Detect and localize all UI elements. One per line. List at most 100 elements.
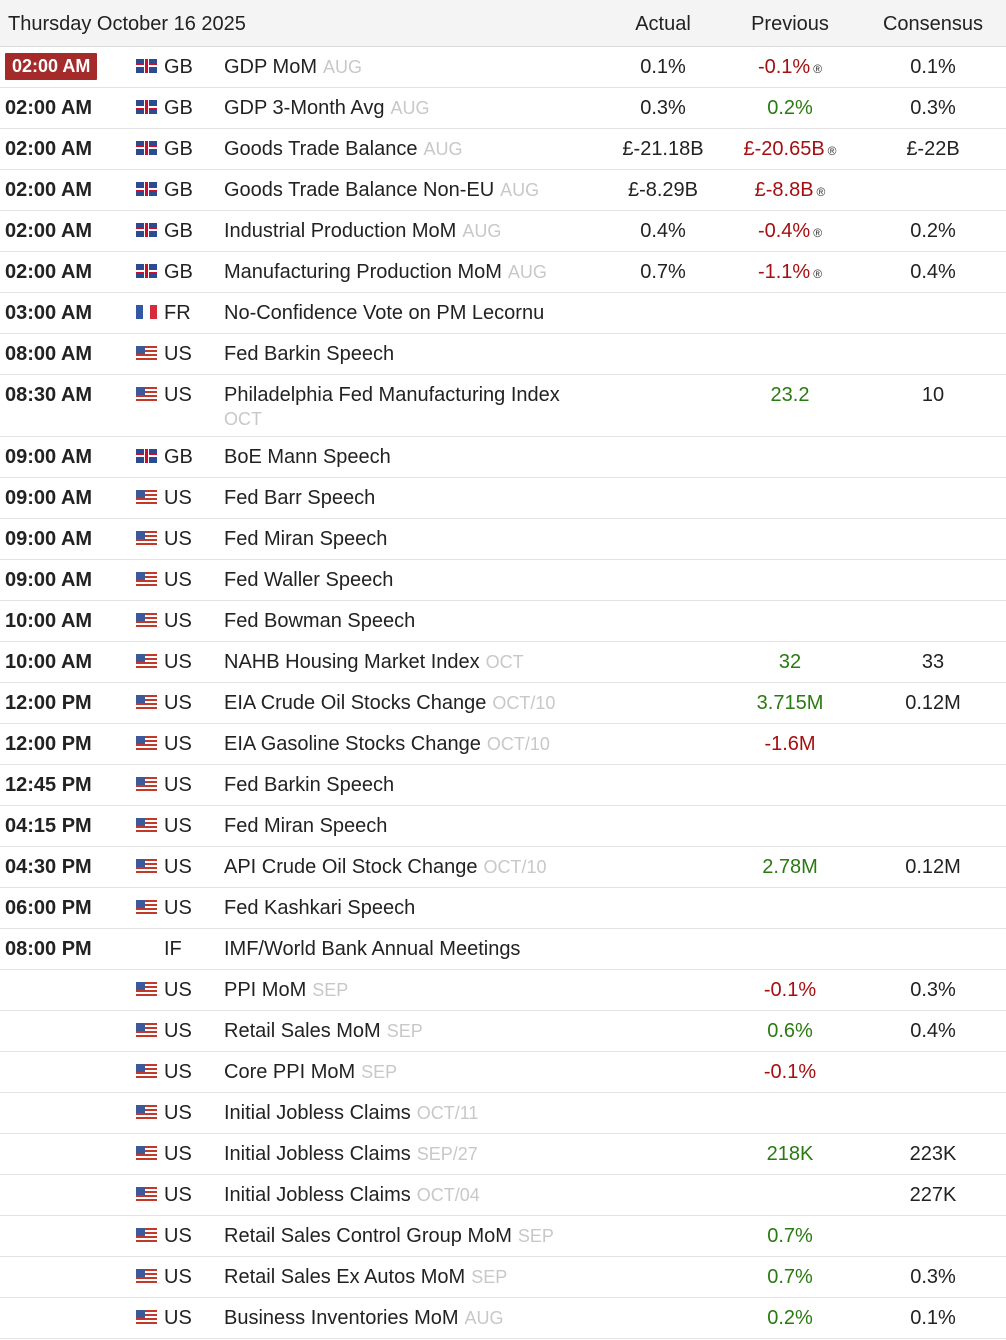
event-row[interactable]: US Initial Jobless Claims OCT/11 — [0, 1093, 1006, 1134]
previous-value: 23.2 — [770, 384, 810, 406]
event-period: AUG — [390, 98, 430, 118]
event-name-link[interactable]: Fed Miran Speech — [224, 815, 388, 837]
event-row[interactable]: 02:00 AM GB Goods Trade Balance Non-EU AUG £… — [0, 170, 1006, 211]
event-name-link[interactable]: Initial Jobless Claims — [224, 1184, 411, 1206]
flag-us-icon — [136, 1146, 157, 1160]
event-name-link[interactable]: Fed Kashkari Speech — [224, 897, 416, 919]
consensus-value: 33 — [921, 651, 945, 673]
country-code: US — [164, 1225, 192, 1247]
event-row[interactable]: US Initial Jobless Claims SEP/27 218K 223K — [0, 1134, 1006, 1175]
event-name-link[interactable]: GDP MoM — [224, 56, 317, 78]
event-row[interactable]: 02:00 AM GB Industrial Production MoM AUG 0.… — [0, 211, 1006, 252]
event-row[interactable]: 02:00 AM GB GDP MoM AUG 0.1% -0.1% ® 0.1% — [0, 47, 1006, 88]
previous-value: -1.1% — [757, 261, 811, 283]
country-code: US — [164, 569, 192, 591]
previous-value-wrap: 3.715M — [730, 692, 850, 714]
event-name-link[interactable]: GDP 3-Month Avg — [224, 97, 385, 119]
event-name-link[interactable]: Industrial Production MoM — [224, 220, 457, 242]
event-row[interactable]: 02:00 AM GB Manufacturing Production MoM AU… — [0, 252, 1006, 293]
event-row[interactable]: 04:30 PM US API Crude Oil Stock Change OCT/… — [0, 847, 1006, 888]
event-row[interactable]: 09:00 AM US Fed Miran Speech — [0, 519, 1006, 560]
event-name-link[interactable]: API Crude Oil Stock Change — [224, 856, 478, 878]
event-name-link[interactable]: Retail Sales Control Group MoM — [224, 1225, 512, 1247]
event-name-link[interactable]: PPI MoM — [224, 979, 307, 1001]
event-name-link[interactable]: Retail Sales Ex Autos MoM — [224, 1266, 466, 1288]
event-row[interactable]: US PPI MoM SEP -0.1% 0.3% — [0, 970, 1006, 1011]
event-name-link[interactable]: EIA Crude Oil Stocks Change — [224, 692, 487, 714]
event-row[interactable]: 12:45 PM US Fed Barkin Speech — [0, 765, 1006, 806]
event-row[interactable]: 12:00 PM US EIA Gasoline Stocks Change OCT/… — [0, 724, 1006, 765]
previous-value: 218K — [766, 1143, 814, 1165]
event-row[interactable]: 08:30 AM US Philadelphia Fed Manufacturing… — [0, 375, 1006, 437]
previous-value: 2.78M — [762, 856, 818, 878]
event-name-link[interactable]: Initial Jobless Claims — [224, 1143, 411, 1165]
event-name-link[interactable]: Retail Sales MoM — [224, 1020, 381, 1042]
event-name-link[interactable]: NAHB Housing Market Index — [224, 651, 480, 673]
event-name-link[interactable]: Goods Trade Balance — [224, 138, 418, 160]
event-name-link[interactable]: EIA Gasoline Stocks Change — [224, 733, 481, 755]
event-name-link[interactable]: Fed Barr Speech — [224, 487, 376, 509]
event-row[interactable]: 02:00 AM GB Goods Trade Balance AUG £-21.18B… — [0, 129, 1006, 170]
event-row[interactable]: 09:00 AM US Fed Waller Speech — [0, 560, 1006, 601]
actual-value: 0.7% — [640, 261, 686, 283]
event-time: 02:00 AM — [5, 179, 93, 201]
consensus-column-header[interactable]: Consensus — [882, 13, 984, 35]
event-name-wrap: EIA Gasoline Stocks Change OCT/10 — [224, 733, 550, 755]
event-name-link[interactable]: Philadelphia Fed Manufacturing Index — [224, 384, 560, 406]
event-period: SEP — [361, 1062, 398, 1082]
event-row[interactable]: US Core PPI MoM SEP -0.1% — [0, 1052, 1006, 1093]
event-row[interactable]: 04:15 PM US Fed Miran Speech — [0, 806, 1006, 847]
event-name-link[interactable]: Goods Trade Balance Non-EU — [224, 179, 495, 201]
event-name-link[interactable]: Core PPI MoM — [224, 1061, 356, 1083]
event-name-wrap: No-Confidence Vote on PM Lecornu — [224, 302, 544, 324]
event-row[interactable]: 10:00 AM US Fed Bowman Speech — [0, 601, 1006, 642]
event-row[interactable]: US Business Inventories MoM AUG 0.2% 0.1% — [0, 1298, 1006, 1339]
event-row[interactable]: 08:00 AM US Fed Barkin Speech — [0, 334, 1006, 375]
event-time: 10:00 AM — [5, 651, 93, 673]
event-time: 02:00 AM — [5, 53, 98, 80]
event-name-wrap: API Crude Oil Stock Change OCT/10 — [224, 856, 547, 878]
event-name-link[interactable]: Manufacturing Production MoM — [224, 261, 502, 283]
event-name-link[interactable]: Business Inventories MoM — [224, 1307, 459, 1329]
country-code: US — [164, 528, 192, 550]
event-name-link[interactable]: Fed Miran Speech — [224, 528, 388, 550]
event-row[interactable]: 02:00 AM GB GDP 3-Month Avg AUG 0.3% 0.2% 0.3% — [0, 88, 1006, 129]
previous-value-wrap: 0.7% — [730, 1266, 850, 1288]
event-name-link[interactable]: Fed Bowman Speech — [224, 610, 416, 632]
country-code: US — [164, 343, 192, 365]
actual-column-header[interactable]: Actual — [635, 13, 691, 35]
event-name-link[interactable]: Fed Barkin Speech — [224, 343, 395, 365]
event-row[interactable]: 06:00 PM US Fed Kashkari Speech — [0, 888, 1006, 929]
event-name-link[interactable]: IMF/World Bank Annual Meetings — [224, 938, 521, 960]
revised-icon: ® — [813, 62, 823, 76]
previous-value-wrap: 0.6% — [730, 1020, 850, 1042]
event-row[interactable]: 10:00 AM US NAHB Housing Market Index OCT 32… — [0, 642, 1006, 683]
consensus-value: 223K — [909, 1143, 957, 1165]
event-name-link[interactable]: Fed Waller Speech — [224, 569, 394, 591]
event-name-link[interactable]: BoE Mann Speech — [224, 446, 391, 468]
event-row[interactable]: 09:00 AM GB BoE Mann Speech — [0, 437, 1006, 478]
event-name-link[interactable]: Initial Jobless Claims — [224, 1102, 411, 1124]
event-row[interactable]: US Retail Sales MoM SEP 0.6% 0.4% — [0, 1011, 1006, 1052]
event-name-link[interactable]: No-Confidence Vote on PM Lecornu — [224, 302, 545, 324]
event-row[interactable]: US Retail Sales Ex Autos MoM SEP 0.7% 0.3% — [0, 1257, 1006, 1298]
event-row[interactable]: 12:00 PM US EIA Crude Oil Stocks Change OCT… — [0, 683, 1006, 724]
event-time: 03:00 AM — [5, 302, 93, 324]
country-code: US — [164, 1266, 192, 1288]
event-row[interactable]: 08:00 PM IF IMF/World Bank Annual Meetings — [0, 929, 1006, 970]
country-code: US — [164, 692, 192, 714]
event-row[interactable]: US Retail Sales Control Group MoM SEP 0.7% — [0, 1216, 1006, 1257]
consensus-value: 0.3% — [910, 97, 956, 119]
flag-gb-icon — [136, 100, 157, 114]
event-period: OCT — [485, 652, 524, 672]
event-name-link[interactable]: Fed Barkin Speech — [224, 774, 395, 796]
event-time: 04:15 PM — [5, 815, 92, 837]
event-row[interactable]: 09:00 AM US Fed Barr Speech — [0, 478, 1006, 519]
consensus-value: 0.12M — [905, 856, 961, 878]
date-heading: Thursday October 16 2025 — [8, 13, 246, 35]
event-row[interactable]: 03:00 AM FR No-Confidence Vote on PM Lecor… — [0, 293, 1006, 334]
event-row[interactable]: US Initial Jobless Claims OCT/04 227K — [0, 1175, 1006, 1216]
previous-value: £-20.65B — [743, 138, 825, 160]
previous-column-header[interactable]: Previous — [751, 13, 829, 35]
